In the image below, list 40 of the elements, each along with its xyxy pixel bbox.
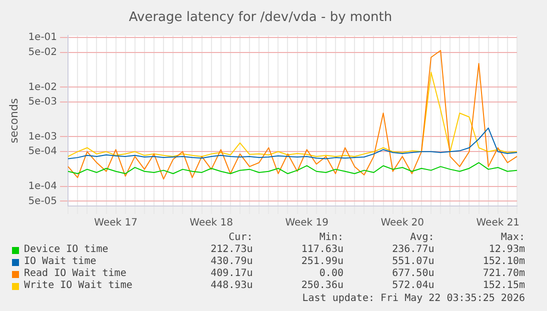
x-tick-label: Week 17 <box>94 218 138 229</box>
text: 677.50u <box>391 268 434 280</box>
text: 212.73u <box>210 244 253 256</box>
legend-label: IO Wait time <box>24 256 96 268</box>
text: Min: <box>318 232 344 244</box>
x-tick-label: Week 20 <box>380 218 424 229</box>
text: 236.77u <box>391 244 434 256</box>
text: 250.36u <box>300 280 344 292</box>
text: 117.63u <box>300 244 344 256</box>
text: 721.70m <box>482 268 525 280</box>
text: 251.99u <box>300 256 344 268</box>
y-tick-label: 5e-03 <box>28 96 58 108</box>
y-tick-label: 5e-04 <box>28 146 58 158</box>
text: 572.04u <box>391 280 434 292</box>
legend-label: Write IO Wait time <box>24 280 132 292</box>
text: Avg: <box>409 232 434 244</box>
x-tick-label: Week 19 <box>285 218 329 229</box>
y-tick-label: 1e-02 <box>28 82 58 93</box>
text: 152.10m <box>482 256 525 268</box>
text: 409.17u <box>210 268 253 280</box>
y-tick-label: 5e-02 <box>28 47 58 58</box>
text: 551.07u <box>391 256 434 268</box>
chart-title: Average latency for /dev/vda - by month <box>128 10 392 26</box>
x-tick-label: Week 21 <box>476 218 520 229</box>
legend-label: Read IO Wait time <box>24 268 126 280</box>
y-axis-title: seconds <box>7 98 20 144</box>
y-tick-label: 1e-03 <box>28 131 58 142</box>
text: Last update: Fri May 22 03:35:25 2026 <box>301 292 525 305</box>
y-tick-label: 1e-04 <box>28 180 58 192</box>
text: 448.93u <box>210 280 253 292</box>
text: 430.79u <box>210 256 253 268</box>
y-tick-label: 5e-05 <box>28 196 58 207</box>
text: 12.93m <box>488 244 525 256</box>
legend-label: Device IO time <box>24 244 108 256</box>
text: 152.15m <box>482 280 525 292</box>
text: Cur: <box>228 232 253 244</box>
text: 0.00 <box>318 268 344 280</box>
text: Max: <box>500 232 525 244</box>
x-tick-label: Week 18 <box>190 218 233 229</box>
y-tick-label: 1e-01 <box>28 32 58 44</box>
